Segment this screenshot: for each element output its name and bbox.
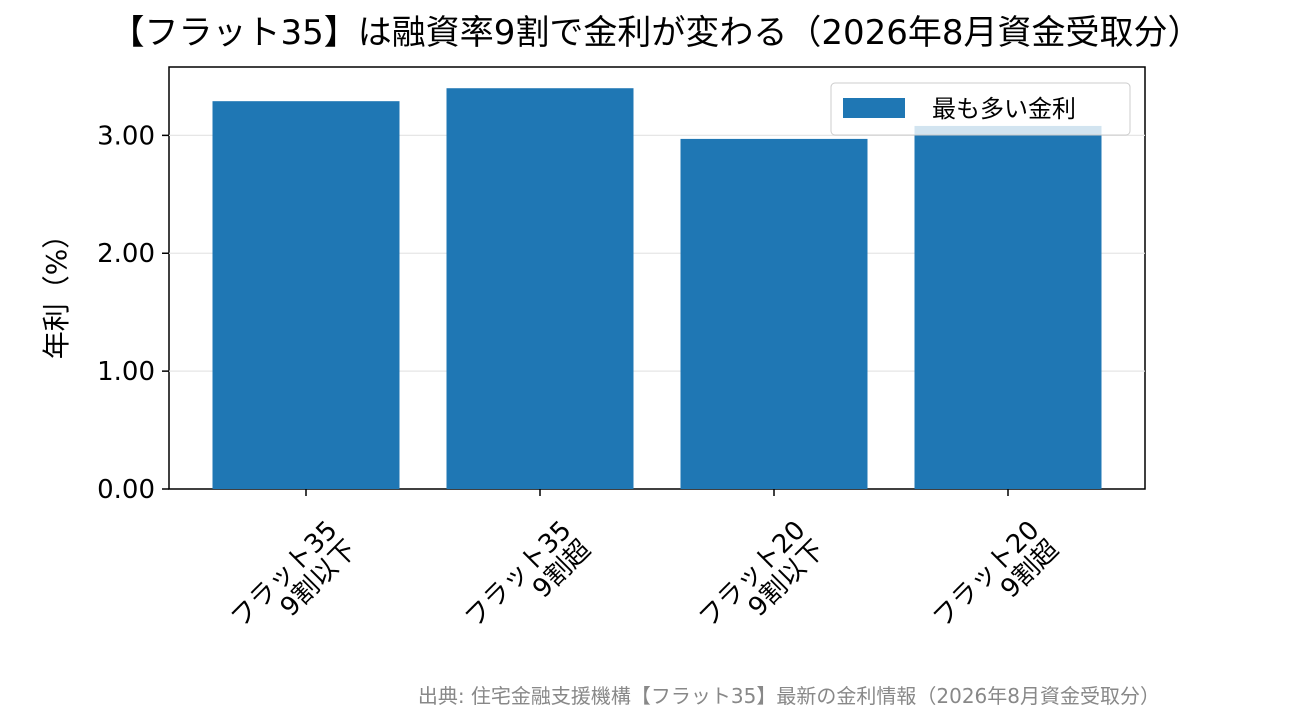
y-tick-label: 3.00 — [97, 121, 155, 151]
bar — [212, 101, 400, 489]
source-note: 出典: 住宅金融支援機構【フラット35】最新の金利情報（2026年8月資金受取分… — [418, 684, 1160, 708]
legend-label: 最も多い金利 — [932, 95, 1076, 123]
x-axis-ticks: フラット359割以下 フラット359割超 フラット209割以下 フラット209割超 — [225, 489, 1065, 652]
bar — [914, 125, 1102, 490]
x-tick-label: フラット209割以下 — [693, 515, 830, 652]
x-tick-label: フラット359割以下 — [225, 515, 362, 652]
plot-frame — [168, 66, 1146, 490]
plot-area: 0.001.002.003.00 フラット359割以下 フラット359割超 フラット… — [97, 66, 1146, 652]
y-axis-ticks: 0.00 1.00 2.00 3.00 — [97, 121, 169, 505]
legend: 最も多い金利 — [830, 82, 1131, 136]
x-tick-label: フラット209割超 — [927, 515, 1064, 652]
x-tick-label: フラット359割超 — [459, 515, 596, 652]
bar — [680, 138, 868, 489]
legend-swatch — [843, 98, 905, 118]
chart-title: 【フラット35】は融資率9割で金利が変わる（2026年8月資金受取分） — [110, 13, 1201, 53]
y-tick-label: 2.00 — [97, 239, 155, 269]
bars — [212, 88, 1102, 490]
bar — [446, 88, 634, 489]
y-tick-label: 1.00 — [97, 357, 155, 387]
legend-box — [830, 82, 1131, 136]
y-axis-label: 年利（%） — [40, 221, 73, 360]
y-tick-label: 0.00 — [97, 475, 155, 505]
